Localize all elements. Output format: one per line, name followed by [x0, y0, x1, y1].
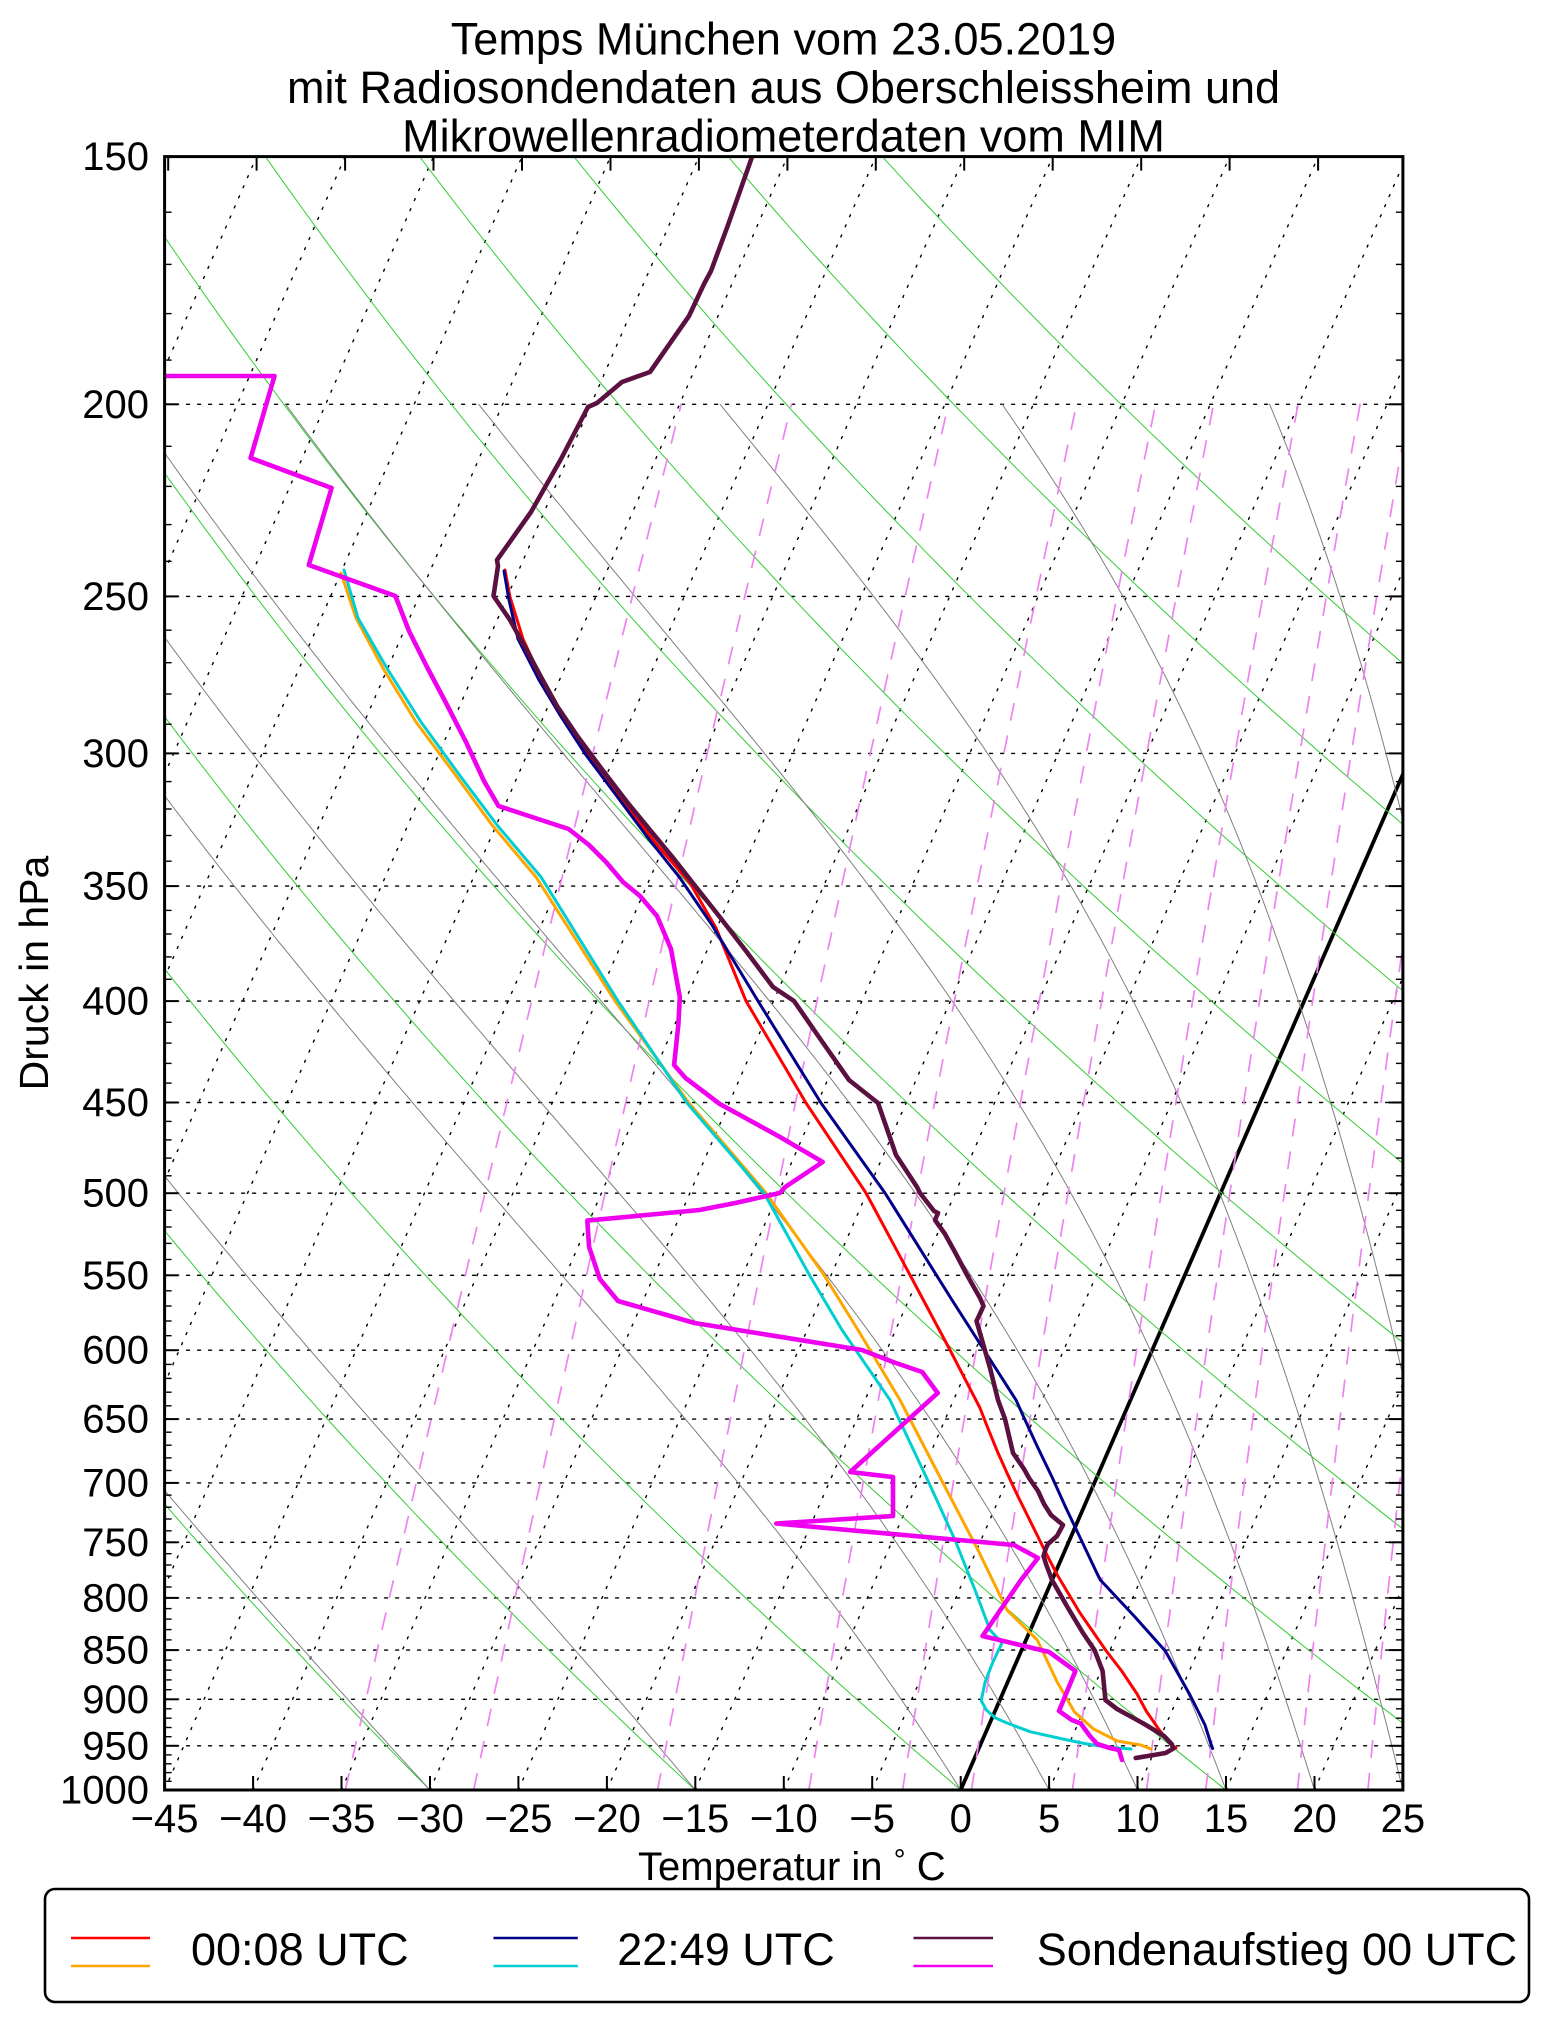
- svg-text:750: 750: [82, 1521, 149, 1565]
- svg-text:25: 25: [1381, 1797, 1426, 1841]
- svg-text:−25: −25: [484, 1797, 552, 1841]
- svg-text:Druck in hPa: Druck in hPa: [11, 855, 57, 1090]
- svg-text:22:49 UTC: 22:49 UTC: [617, 1924, 835, 1975]
- svg-text:450: 450: [82, 1081, 149, 1125]
- svg-text:Mikrowellenradiometerdaten vom: Mikrowellenradiometerdaten vom MIM: [402, 111, 1165, 162]
- svg-text:−5: −5: [849, 1797, 895, 1841]
- svg-text:mit Radiosondendaten aus Obers: mit Radiosondendaten aus Oberschleisshei…: [287, 62, 1280, 113]
- svg-text:00:08 UTC: 00:08 UTC: [191, 1924, 409, 1975]
- svg-text:150: 150: [82, 135, 149, 179]
- svg-text:400: 400: [82, 980, 149, 1024]
- svg-text:20: 20: [1292, 1797, 1337, 1841]
- svg-text:0: 0: [950, 1797, 972, 1841]
- svg-text:−45: −45: [131, 1797, 199, 1841]
- svg-text:15: 15: [1204, 1797, 1249, 1841]
- svg-text:5: 5: [1038, 1797, 1060, 1841]
- svg-text:Sondenaufstieg 00 UTC: Sondenaufstieg 00 UTC: [1037, 1924, 1517, 1975]
- svg-text:600: 600: [82, 1329, 149, 1373]
- svg-text:10: 10: [1115, 1797, 1160, 1841]
- svg-text:950: 950: [82, 1724, 149, 1768]
- svg-text:−10: −10: [750, 1797, 818, 1841]
- svg-text:−35: −35: [308, 1797, 376, 1841]
- svg-text:−30: −30: [396, 1797, 464, 1841]
- svg-text:650: 650: [82, 1398, 149, 1442]
- svg-text:−20: −20: [573, 1797, 641, 1841]
- svg-text:300: 300: [82, 732, 149, 776]
- svg-text:900: 900: [82, 1678, 149, 1722]
- svg-text:700: 700: [82, 1461, 149, 1505]
- svg-text:550: 550: [82, 1254, 149, 1298]
- svg-text:350: 350: [82, 865, 149, 909]
- svg-text:800: 800: [82, 1576, 149, 1620]
- svg-text:Temps München vom 23.05.2019: Temps München vom 23.05.2019: [451, 14, 1116, 65]
- svg-text:250: 250: [82, 575, 149, 619]
- svg-text:−15: −15: [661, 1797, 729, 1841]
- svg-text:500: 500: [82, 1172, 149, 1216]
- svg-text:200: 200: [82, 383, 149, 427]
- svg-text:1000: 1000: [60, 1769, 149, 1813]
- svg-text:−40: −40: [219, 1797, 287, 1841]
- svg-text:850: 850: [82, 1629, 149, 1673]
